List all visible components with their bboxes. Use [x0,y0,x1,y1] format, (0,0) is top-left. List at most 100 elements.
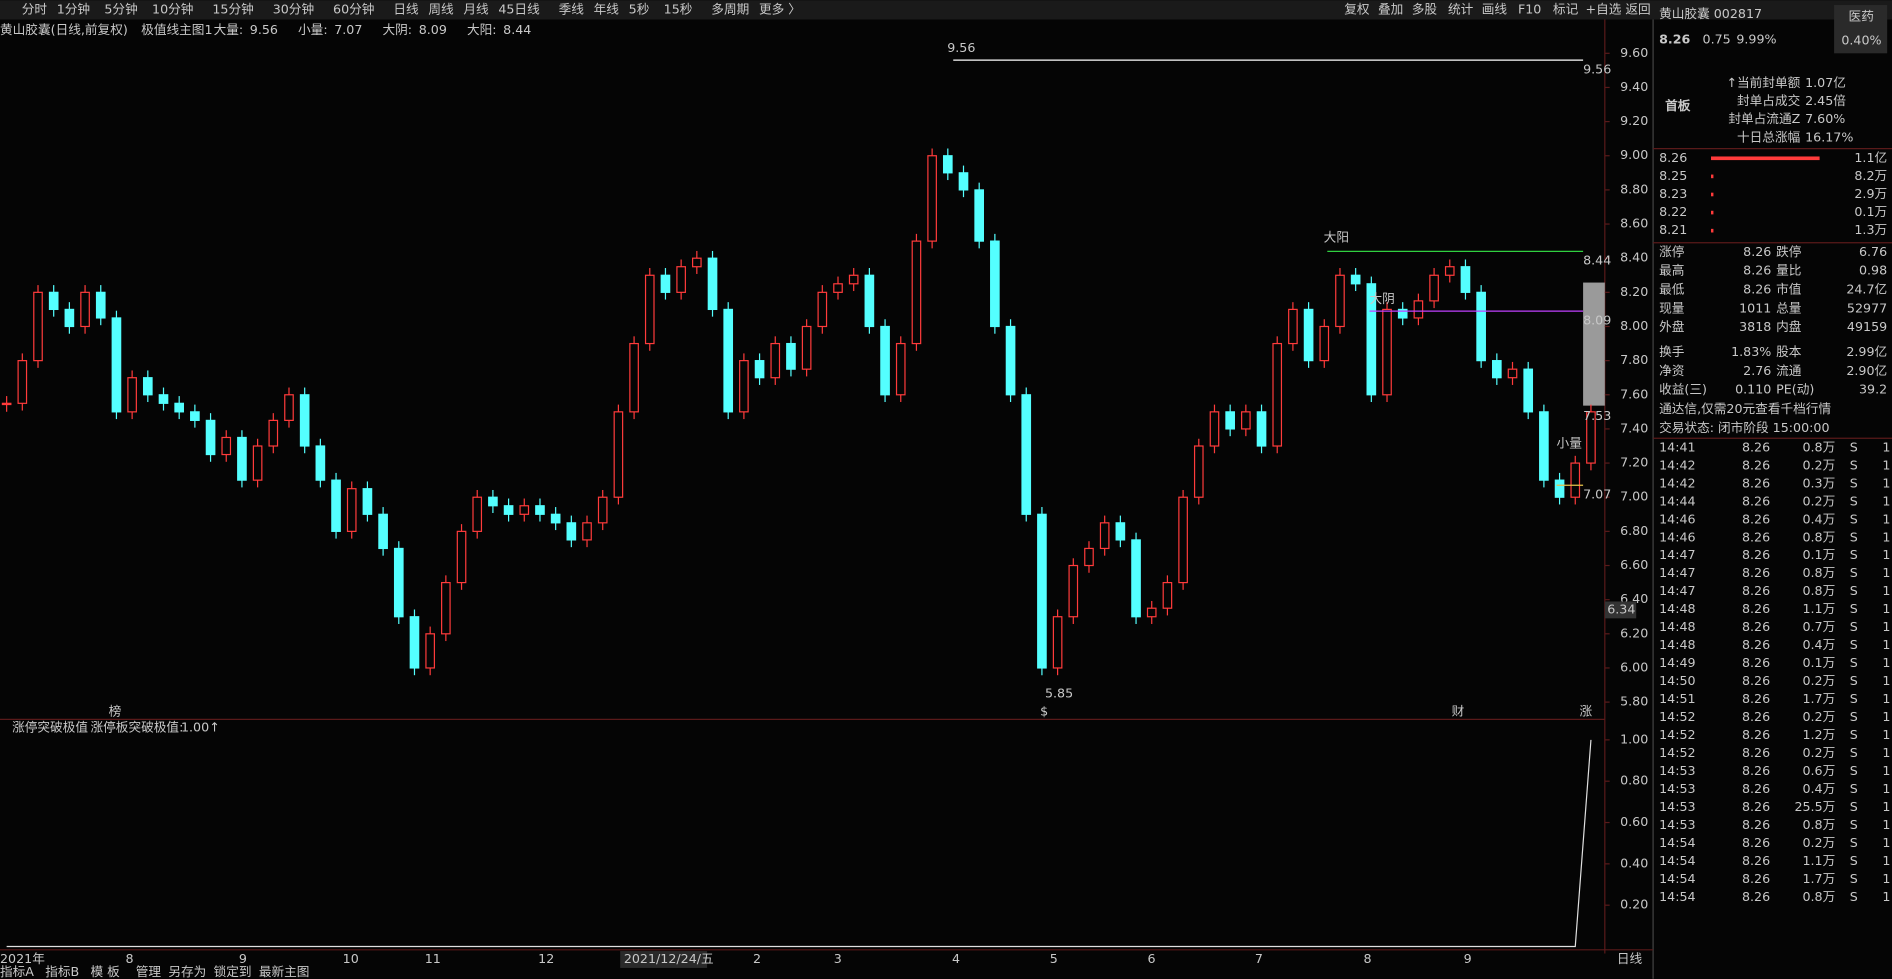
candle [566,522,577,541]
tick-price: 8.26 [1742,799,1770,814]
y-tick-label: 0.80 [1620,773,1648,788]
toolbar-tab[interactable]: 季线 [559,1,585,16]
toolbar-tab[interactable]: 15分钟 [212,1,253,16]
tick-side: S [1850,439,1858,454]
tick-time: 14:47 [1659,583,1695,598]
candle [111,317,122,413]
bottom-tab[interactable]: 另存为 [168,964,206,979]
candle [1115,522,1126,541]
tick-time: 14:47 [1659,565,1695,580]
toolbar-tab[interactable]: 年线 [594,1,620,16]
toolbar-tab[interactable]: 5分钟 [104,1,137,16]
toolbar-tab[interactable]: 周线 [428,1,454,16]
tick-volume: 0.8万 [1802,889,1835,904]
y-tick-label: 7.40 [1620,420,1648,435]
stat-label: 内盘 [1776,319,1802,334]
candle [1335,274,1345,328]
candle [770,342,781,379]
tick-price: 8.26 [1742,673,1770,688]
bottom-tab[interactable]: 模 板 [90,964,120,979]
candle [1570,462,1581,498]
tick-count: 1 [1882,691,1890,706]
tick-side: S [1850,547,1858,562]
price: 8.26 [1659,32,1690,47]
bottom-tab[interactable]: 指标B [45,964,79,979]
toolbar-button[interactable]: 标记 [1553,1,1579,16]
toolbar-button[interactable]: 多股 [1412,1,1438,16]
candle [284,394,294,421]
candle [80,291,90,328]
bottom-tab[interactable]: 锁定到 [214,964,252,979]
toolbar-button[interactable]: 统计 [1448,1,1474,16]
x-tick-label: 11 [425,951,441,966]
toolbar-button[interactable]: 画线 [1482,1,1508,16]
x-tick-label: 4 [952,951,960,966]
tick-time: 14:47 [1659,547,1695,562]
stat-value: 6.76 [1859,244,1887,259]
legend-label: 大阴: [383,22,413,37]
candle [142,377,153,396]
candle [1539,411,1549,481]
tick-count: 1 [1882,547,1890,562]
toolbar-button[interactable]: F10 [1518,1,1541,16]
event-marker: $ [1040,704,1048,719]
candle [613,411,624,498]
reference-label: 9.56 [1583,61,1611,76]
annotation: 5.85 [1045,686,1073,701]
candle [95,291,106,319]
candle [1131,539,1141,618]
tick-count: 1 [1882,835,1890,850]
toolbar-tab[interactable]: 45日线 [498,1,540,16]
period-label: 日线 [1617,951,1643,966]
bottom-tab[interactable]: 最新主图 [259,964,310,979]
y-tick-label: 5.80 [1620,694,1648,709]
y-tick-label: 6.60 [1620,557,1648,572]
toolbar-tab[interactable]: 日线 [393,1,419,16]
seal-value: 1.07亿 [1805,75,1846,90]
stat-value: 52977 [1847,300,1887,315]
toolbar-tab[interactable]: 多周期 [711,1,749,16]
toolbar-tab[interactable]: 30分钟 [273,1,314,16]
toolbar-button[interactable]: +自选 [1586,1,1622,16]
tick-time: 14:53 [1659,781,1695,796]
candle [550,513,561,524]
toolbar-tab[interactable]: 月线 [463,1,489,16]
toolbar-tab[interactable]: 5秒 [629,1,650,16]
tick-volume: 1.7万 [1802,871,1835,886]
tick-count: 1 [1882,565,1890,580]
tick-time: 14:53 [1659,817,1695,832]
candle [833,283,843,293]
tick-volume: 0.8万 [1802,565,1835,580]
tick-count: 1 [1882,853,1890,868]
candle [801,325,812,370]
bottom-tab[interactable]: 指标A [0,964,34,979]
candle [252,445,263,481]
tick-count: 1 [1882,601,1890,616]
toolbar-button[interactable]: 复权 [1344,1,1370,16]
toolbar-tab[interactable]: 更多 〉 [759,1,801,16]
toolbar-button[interactable]: 叠加 [1378,1,1403,16]
stat-label: 股本 [1776,344,1802,359]
candle [1146,607,1157,618]
candle [535,505,545,515]
sector: 医药 [1849,9,1874,24]
candle [1288,308,1298,345]
toolbar-tab[interactable]: 15秒 [664,1,693,16]
candle [895,342,906,396]
tick-time: 14:46 [1659,529,1695,544]
toolbar-tab[interactable]: 60分钟 [333,1,374,16]
tick-time: 14:51 [1659,691,1695,706]
tick-volume: 1.1万 [1802,853,1835,868]
toolbar-button[interactable]: 返回 [1625,1,1650,16]
seal-label: 封单占成交 [1737,93,1801,108]
bottom-tab[interactable]: 管理 [136,964,162,979]
stat-value: 24.7亿 [1846,282,1887,297]
toolbar-tab[interactable]: 10分钟 [152,1,193,16]
toolbar-tab[interactable]: 分时 [22,1,48,16]
candle [1554,479,1565,498]
tick-volume: 0.4万 [1802,637,1835,652]
seal-label: 封单占流通Z [1728,111,1800,126]
stat-value: 0.98 [1859,263,1887,278]
sector-box [1834,5,1888,54]
toolbar-tab[interactable]: 1分钟 [57,1,90,16]
